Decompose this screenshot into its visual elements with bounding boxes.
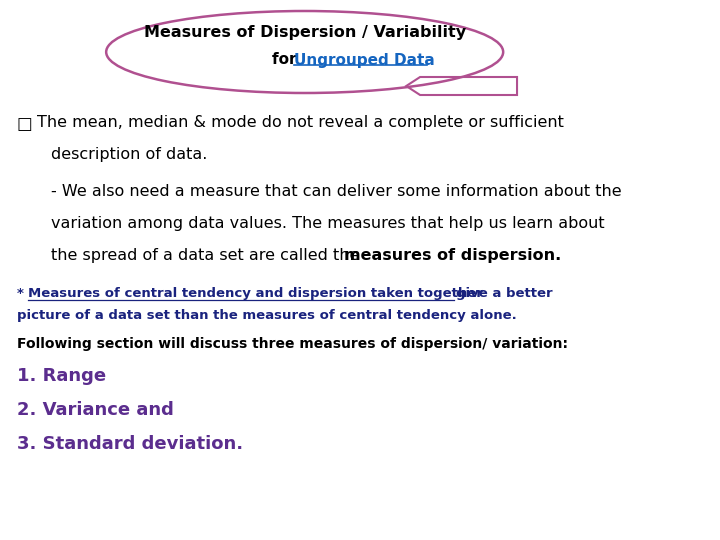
- Text: Ungrouped Data: Ungrouped Data: [294, 52, 434, 68]
- Text: for: for: [272, 52, 302, 68]
- Text: description of data.: description of data.: [51, 147, 207, 162]
- Text: - We also need a measure that can deliver some information about the: - We also need a measure that can delive…: [51, 184, 621, 199]
- Text: picture of a data set than the measures of central tendency alone.: picture of a data set than the measures …: [17, 309, 516, 322]
- Text: give a better: give a better: [456, 287, 553, 300]
- Text: 3. Standard deviation.: 3. Standard deviation.: [17, 435, 243, 453]
- Text: Measures of central tendency and dispersion taken together: Measures of central tendency and dispers…: [27, 287, 482, 300]
- Text: Following section will discuss three measures of dispersion/ variation:: Following section will discuss three mea…: [17, 337, 567, 351]
- Text: □: □: [17, 115, 32, 133]
- Text: 1. Range: 1. Range: [17, 367, 106, 385]
- Text: *: *: [17, 287, 24, 300]
- Text: The mean, median & mode do not reveal a complete or sufficient: The mean, median & mode do not reveal a …: [37, 115, 564, 130]
- Text: the spread of a data set are called the: the spread of a data set are called the: [51, 248, 364, 263]
- Text: variation among data values. The measures that help us learn about: variation among data values. The measure…: [51, 216, 604, 231]
- Text: 2. Variance and: 2. Variance and: [17, 401, 174, 419]
- Text: Measures of Dispersion / Variability: Measures of Dispersion / Variability: [143, 24, 466, 39]
- Text: measures of dispersion.: measures of dispersion.: [344, 248, 562, 263]
